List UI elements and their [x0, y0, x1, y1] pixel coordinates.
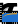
Text: (b): (b): [3, 13, 18, 24]
Text: (a): (a): [3, 3, 18, 24]
